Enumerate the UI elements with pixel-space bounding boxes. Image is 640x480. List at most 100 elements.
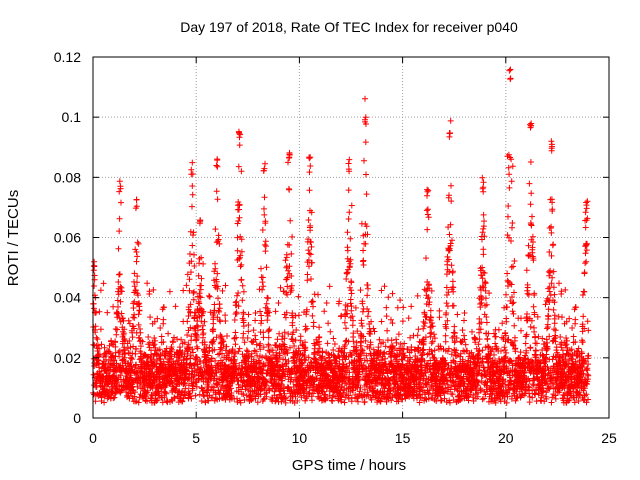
- data-point: [137, 329, 144, 336]
- data-point: [502, 329, 509, 336]
- data-point: [123, 389, 130, 395]
- data-point: [109, 352, 116, 359]
- data-point: [110, 357, 117, 364]
- data-point: [131, 314, 138, 321]
- data-point: [118, 199, 124, 206]
- data-point: [188, 333, 195, 340]
- data-point: [116, 348, 123, 354]
- data-point: [130, 305, 137, 311]
- data-point: [145, 334, 152, 340]
- data-point: [263, 243, 269, 250]
- data-point: [181, 339, 188, 346]
- data-point: [316, 324, 323, 331]
- data-point: [550, 241, 557, 248]
- data-point: [90, 305, 97, 312]
- data-point: [277, 284, 284, 291]
- data-point: [359, 308, 366, 315]
- data-point: [338, 312, 345, 319]
- data-point: [310, 323, 317, 330]
- data-point: [212, 226, 219, 233]
- data-point: [213, 278, 220, 285]
- data-point: [158, 333, 165, 340]
- data-point: [265, 341, 272, 348]
- data-point: [239, 297, 246, 304]
- data-point: [126, 338, 133, 344]
- data-point: [252, 361, 259, 367]
- data-point: [427, 307, 434, 314]
- data-point: [204, 387, 211, 394]
- data-point: [361, 157, 367, 164]
- data-point: [160, 358, 167, 365]
- data-point: [265, 334, 272, 341]
- data-point: [504, 304, 510, 311]
- data-point: [198, 275, 205, 282]
- data-point: [257, 346, 264, 353]
- data-point: [517, 349, 524, 356]
- data-point: [241, 339, 248, 346]
- data-point: [186, 276, 193, 283]
- data-point: [112, 390, 119, 397]
- data-point: [213, 188, 220, 195]
- data-point: [151, 318, 158, 325]
- data-point: [192, 392, 199, 399]
- data-point: [212, 357, 219, 364]
- data-point: [121, 326, 128, 333]
- data-point: [146, 288, 153, 295]
- data-point: [190, 232, 196, 239]
- data-point: [436, 314, 443, 321]
- data-point: [223, 343, 230, 350]
- data-point: [196, 391, 203, 398]
- data-point: [341, 399, 348, 406]
- data-point: [357, 287, 364, 294]
- data-point: [261, 241, 268, 248]
- data-point: [443, 292, 450, 298]
- data-point: [152, 337, 159, 344]
- data-point: [188, 258, 195, 265]
- data-point: [171, 334, 177, 341]
- data-point: [100, 280, 107, 287]
- data-point: [112, 343, 119, 350]
- data-point: [461, 310, 468, 316]
- data-point: [240, 323, 247, 330]
- data-point: [260, 344, 267, 351]
- data-point: [537, 397, 544, 404]
- data-point: [236, 345, 243, 352]
- data-point: [248, 350, 255, 357]
- data-point: [331, 341, 338, 347]
- data-point: [327, 328, 334, 335]
- data-point: [461, 317, 467, 324]
- data-point: [171, 394, 178, 401]
- data-point: [185, 341, 192, 348]
- data-point: [172, 303, 179, 310]
- data-point: [202, 349, 209, 356]
- data-point: [254, 399, 261, 406]
- data-point: [495, 326, 502, 333]
- data-point: [147, 354, 154, 361]
- data-point: [116, 228, 123, 235]
- data-point: [523, 267, 530, 274]
- data-point: [97, 287, 104, 294]
- data-point: [279, 336, 285, 343]
- data-point: [480, 251, 487, 258]
- data-point: [262, 353, 269, 359]
- data-point: [297, 333, 304, 340]
- data-point: [141, 351, 148, 358]
- data-point: [276, 330, 283, 337]
- data-point: [287, 217, 294, 224]
- data-point: [518, 327, 524, 334]
- data-point: [206, 293, 213, 300]
- data-point: [138, 350, 145, 357]
- data-point: [104, 309, 111, 316]
- data-point: [191, 288, 197, 295]
- data-point: [262, 218, 269, 225]
- data-point: [187, 251, 193, 257]
- data-point: [117, 372, 124, 379]
- data-point: [428, 340, 435, 347]
- data-point: [180, 287, 187, 294]
- data-point: [183, 282, 190, 289]
- data-point: [259, 286, 266, 293]
- data-point: [170, 339, 176, 346]
- data-point: [217, 318, 224, 325]
- data-point: [135, 240, 142, 247]
- data-point: [545, 306, 552, 313]
